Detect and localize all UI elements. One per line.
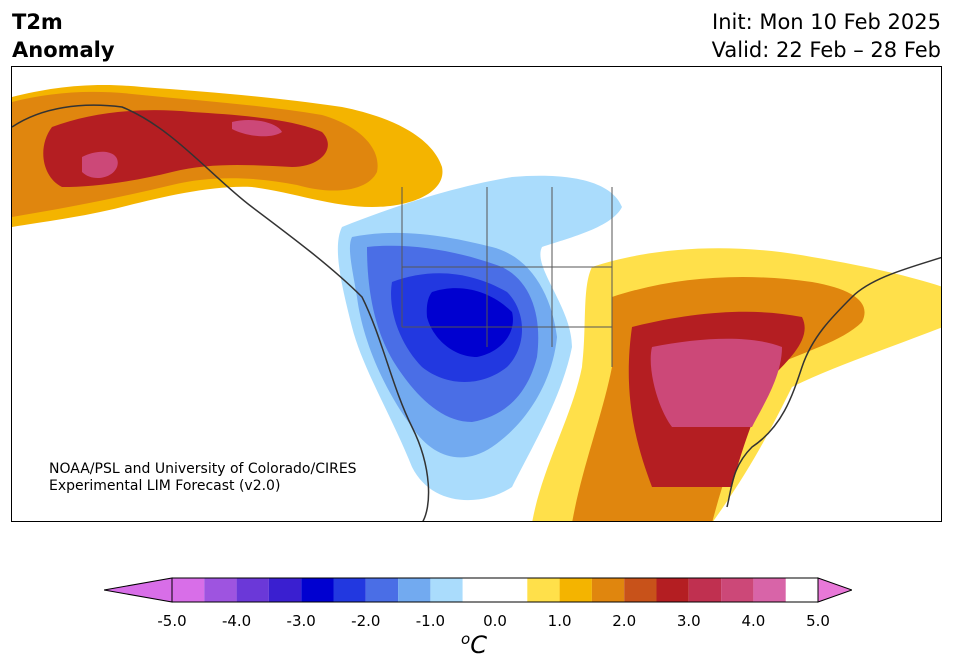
- colorbar-tick-label: 2.0: [612, 612, 637, 630]
- colorbar-segment: [268, 578, 302, 602]
- colorbar-segment: [333, 578, 366, 602]
- colorbar-segment: [559, 578, 592, 602]
- credit-line-1: NOAA/PSL and University of Colorado/CIRE…: [49, 461, 357, 477]
- colorbar-tick-label: -5.0: [157, 612, 187, 630]
- west-cold-max: [426, 288, 513, 357]
- colorbar-segment: [721, 578, 754, 602]
- coastline-west: [12, 104, 430, 521]
- colorbar-segment: [527, 578, 560, 602]
- colorbar-tick-label: -3.0: [286, 612, 316, 630]
- colorbar-segment: [204, 578, 237, 602]
- colorbar-segment: [688, 578, 722, 602]
- colorbar-segment: [591, 578, 625, 602]
- colorbar: [104, 577, 852, 603]
- colorbar-tick-label: 5.0: [806, 612, 830, 630]
- colorbar-segment: [236, 578, 269, 602]
- date-info: Init: Mon 10 Feb 2025 Valid: 22 Feb – 28…: [712, 8, 941, 64]
- title-variable: T2m: [12, 10, 63, 34]
- colorbar-segment: [301, 578, 334, 602]
- title-field: Anomaly: [12, 38, 115, 62]
- colorbar-extend-low: [104, 577, 173, 603]
- map-title: T2m Anomaly: [12, 8, 115, 64]
- coastline-east: [726, 256, 941, 508]
- colorbar-extend-high: [817, 577, 852, 603]
- colorbar-segment: [430, 578, 463, 602]
- unit-label: oC: [461, 630, 487, 659]
- anomaly-map: [12, 85, 941, 521]
- colorbar-segment: [753, 578, 786, 602]
- map-panel: [11, 66, 942, 522]
- colorbar-tick-label: 1.0: [547, 612, 572, 630]
- colorbar-tick-label: 4.0: [741, 612, 766, 630]
- colorbar-segment: [172, 578, 205, 602]
- valid-period: Valid: 22 Feb – 28 Feb: [711, 38, 941, 62]
- unit-degree: o: [461, 630, 471, 648]
- colorbar-segment: [462, 578, 528, 602]
- colorbar-outline: [171, 577, 819, 603]
- credit-text: NOAA/PSL and University of Colorado/CIRE…: [49, 461, 357, 495]
- colorbar-tick-label: -2.0: [351, 612, 381, 630]
- colorbar-segment: [365, 578, 399, 602]
- colorbar-segment: [624, 578, 657, 602]
- colorbar-tick-label: -4.0: [221, 612, 252, 630]
- colorbar-tick-label: 3.0: [676, 612, 701, 630]
- init-date: Init: Mon 10 Feb 2025: [712, 10, 941, 34]
- credit-line-2: Experimental LIM Forecast (v2.0): [49, 478, 281, 494]
- alaska-warm-core: [82, 120, 282, 179]
- colorbar-tick-label: -1.0: [415, 612, 446, 630]
- state-borders: [401, 187, 613, 367]
- east-warm-core: [650, 338, 782, 427]
- unit-celsius: C: [470, 631, 487, 659]
- colorbar-tick-label: 0.0: [483, 612, 507, 630]
- colorbar-segment: [656, 578, 689, 602]
- colorbar-segment: [398, 578, 431, 602]
